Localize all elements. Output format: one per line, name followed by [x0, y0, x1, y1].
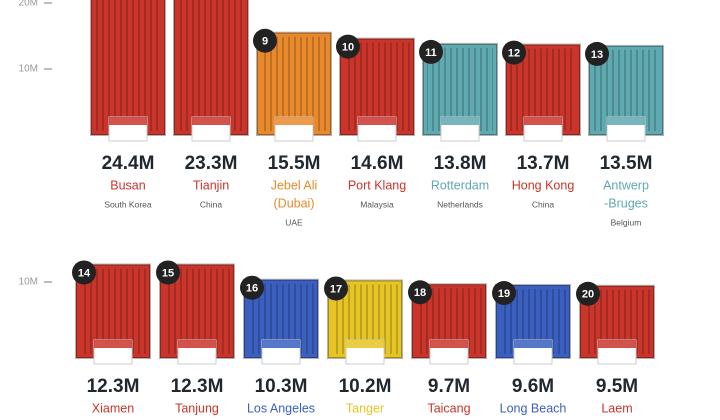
flag-band — [346, 340, 384, 348]
flag-band — [262, 340, 300, 348]
flag-band — [524, 117, 562, 125]
country: China — [200, 199, 222, 209]
value-label: 10.3M — [255, 376, 308, 397]
container-ribs — [95, 0, 161, 131]
country: South Korea — [104, 199, 152, 209]
rank-badge — [72, 260, 96, 285]
port-name: Long Beach — [500, 401, 567, 415]
port-name: Port Klang — [348, 178, 406, 192]
rank-badge — [408, 280, 432, 305]
rank-badge — [253, 28, 277, 53]
port-name: Tanger — [346, 401, 384, 415]
rank-badge — [492, 281, 516, 306]
port-name: Busan — [110, 178, 145, 192]
value-label: 14.6M — [351, 153, 404, 174]
country: Belgium — [611, 217, 642, 227]
country: Malaysia — [360, 199, 394, 209]
flag-band — [441, 117, 479, 125]
port-name: Los Angeles — [247, 401, 315, 415]
flag-band — [607, 117, 645, 125]
y-tick-label: 10M — [19, 277, 38, 288]
port-name: Xiamen — [92, 401, 134, 415]
rank: 14 — [78, 267, 91, 279]
flag-band — [178, 340, 216, 348]
y-tick-label: 10M — [19, 64, 38, 75]
value-label: 23.3M — [185, 153, 238, 174]
flag-band — [109, 117, 147, 125]
rank: 12 — [508, 47, 520, 59]
value-label: 12.3M — [171, 376, 224, 397]
rank: 13 — [591, 49, 603, 61]
value-label: 9.6M — [512, 376, 554, 397]
value-label: 13.5M — [600, 153, 653, 174]
rank-badge — [240, 275, 264, 300]
port-name: Taicang — [427, 401, 470, 415]
rank-badge — [502, 40, 526, 65]
container-ribs — [344, 42, 410, 131]
port-name: -Bruges — [604, 196, 648, 210]
rank: 11 — [425, 47, 437, 59]
flag-band — [514, 340, 552, 348]
value-label: 24.4M — [102, 153, 155, 174]
port-name: Tanjung — [175, 401, 219, 415]
flag-band — [598, 340, 636, 348]
country: UAE — [285, 217, 303, 227]
container-ribs — [261, 36, 327, 132]
y-tick-label: 20M — [19, 0, 38, 9]
rank-badge — [419, 39, 443, 64]
value-label: 9.5M — [596, 376, 638, 397]
rank: 19 — [498, 288, 510, 300]
port-name: Tianjin — [193, 178, 229, 192]
flag-band — [94, 340, 132, 348]
value-label: 10.2M — [339, 376, 392, 397]
rank: 16 — [246, 283, 258, 295]
value-label: 12.3M — [87, 376, 140, 397]
rank: 9 — [262, 36, 268, 48]
rank: 10 — [342, 42, 354, 54]
port-name: Rotterdam — [431, 178, 489, 192]
rank: 17 — [330, 283, 342, 295]
value-label: 13.8M — [434, 153, 487, 174]
rank: 15 — [162, 267, 174, 279]
port-name: Antwerp — [603, 178, 649, 192]
rank-badge — [324, 276, 348, 301]
port-name: Hong Kong — [512, 178, 575, 192]
value-label: 9.7M — [428, 376, 470, 397]
rank-badge — [336, 34, 360, 59]
rank-badge — [156, 260, 180, 285]
rank: 20 — [582, 289, 594, 301]
rank-badge — [576, 281, 600, 306]
flag-band — [192, 117, 230, 125]
country: China — [532, 199, 554, 209]
rank-badge — [585, 41, 609, 66]
rank: 18 — [414, 287, 426, 299]
flag-band — [430, 340, 468, 348]
container-ribs — [178, 0, 244, 131]
value-label: 13.7M — [517, 153, 570, 174]
country: Netherlands — [437, 199, 483, 209]
port-name: Laem — [601, 401, 632, 415]
port-name: (Dubai) — [274, 196, 315, 210]
flag-band — [275, 117, 313, 125]
flag-band — [358, 117, 396, 125]
value-label: 15.5M — [268, 153, 321, 174]
port-name: Jebel Ali — [271, 178, 318, 192]
